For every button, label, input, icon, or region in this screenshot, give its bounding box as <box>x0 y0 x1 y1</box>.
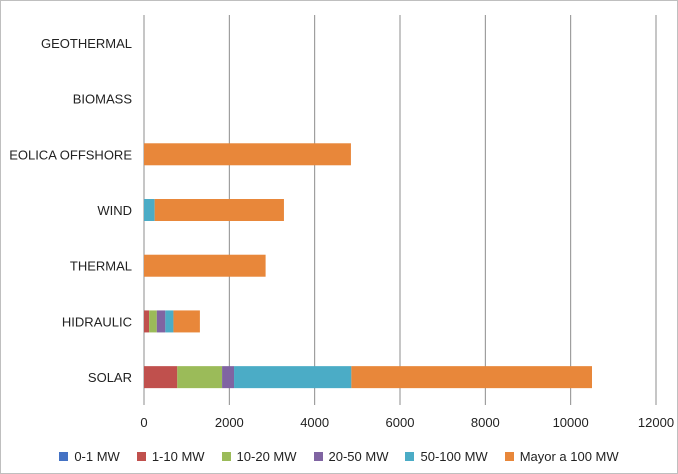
legend-swatch <box>136 451 146 461</box>
category-label: THERMAL <box>70 259 132 274</box>
bar-solar-series-2 <box>177 366 223 389</box>
category-label: HIDRAULIC <box>62 314 132 329</box>
bar-wind-series-5 <box>154 199 284 221</box>
legend-label: 20-50 MW <box>328 448 389 464</box>
category-labels: SOLAR HIDRAULIC THERMAL WIND EOLICA OFFSHORE… <box>9 36 132 385</box>
legend-item: 0-1 MW <box>59 449 120 464</box>
legend-swatch <box>405 451 415 461</box>
legend-label: 0-1 MW <box>74 448 120 464</box>
bar-hidraulic-series-1 <box>144 310 150 333</box>
bar-hidraulic-series-2 <box>149 310 157 333</box>
bars <box>144 143 592 389</box>
legend-label: 1-10 MW <box>151 448 205 464</box>
category-label: EOLICA OFFSHORE <box>9 147 132 162</box>
bar-solar-series-1 <box>144 366 178 389</box>
gridlines <box>143 15 657 405</box>
bar-solar-series-4 <box>234 366 352 389</box>
legend-swatch <box>313 451 323 461</box>
x-tick-label: 10000 <box>553 415 589 430</box>
bar-hidraulic-series-4 <box>165 310 174 333</box>
x-tick-label: 2000 <box>215 415 244 430</box>
bar-solar-series-5 <box>351 366 592 389</box>
x-tick-label: 0 <box>140 415 147 430</box>
category-label: WIND <box>97 203 132 218</box>
legend-swatch <box>221 451 231 461</box>
bar-eolica-offshore-series-5 <box>144 143 351 166</box>
bar-thermal-series-5 <box>144 254 266 277</box>
legend-item: 10-20 MW <box>221 448 297 464</box>
legend-label: 10-20 MW <box>236 448 297 464</box>
bar-hidraulic-series-3 <box>156 310 166 333</box>
category-label: SOLAR <box>88 370 132 385</box>
legend-item: 20-50 MW <box>313 448 389 464</box>
category-label: GEOTHERMAL <box>41 36 132 51</box>
legend: 0-1 MW 1-10 MW 10-20 MW 20-50 MW 50-100 MW Ma… <box>0 446 678 466</box>
bar-solar-series-3 <box>222 366 235 389</box>
legend-swatch <box>59 451 69 461</box>
bar-wind-series-4 <box>144 199 155 221</box>
category-label: BIOMASS <box>73 92 133 107</box>
x-tick-label: 8000 <box>471 415 500 430</box>
legend-item: 1-10 MW <box>136 448 205 464</box>
x-tick-label: 4000 <box>300 415 329 430</box>
legend-item: Mayor a 100 MW <box>504 448 619 464</box>
bar-hidraulic-series-5 <box>173 310 200 333</box>
legend-label: 50-100 MW <box>420 448 488 464</box>
legend-item: 50-100 MW <box>405 448 488 464</box>
x-tick-label: 6000 <box>386 415 415 430</box>
legend-swatch <box>504 451 514 461</box>
x-tick-labels: 0 2000 4000 6000 8000 10000 12000 <box>140 415 674 430</box>
legend-label: Mayor a 100 MW <box>519 448 619 464</box>
x-tick-label: 12000 <box>638 415 674 430</box>
